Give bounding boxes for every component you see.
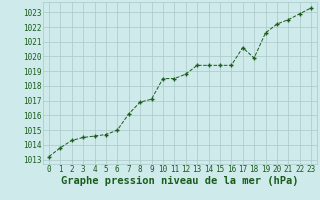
X-axis label: Graphe pression niveau de la mer (hPa): Graphe pression niveau de la mer (hPa) <box>61 176 299 186</box>
